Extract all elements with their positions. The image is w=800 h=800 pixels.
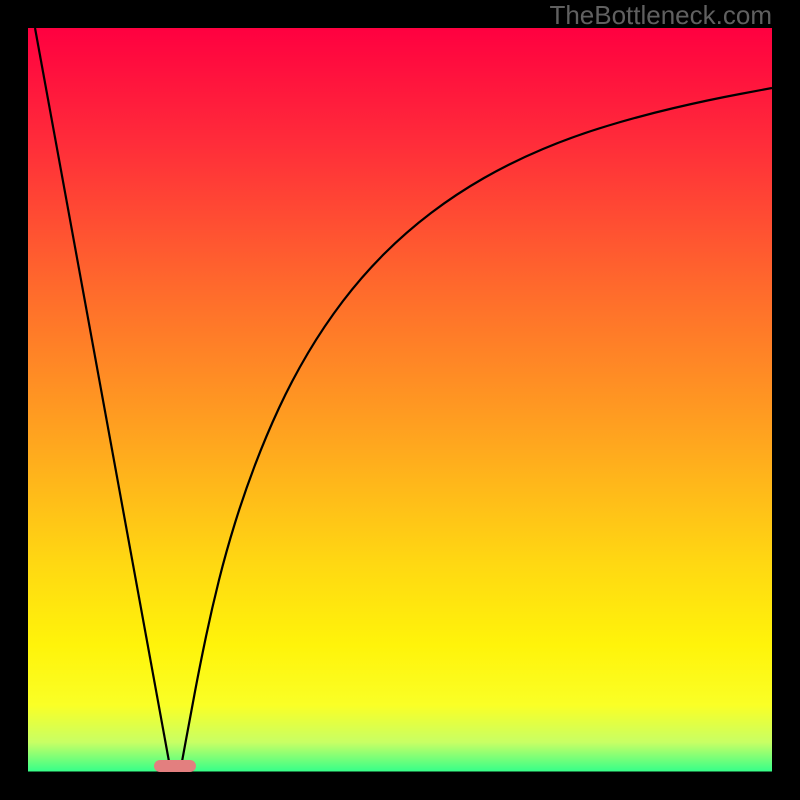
bottleneck-marker	[154, 760, 196, 772]
chart-frame: TheBottleneck.com	[0, 0, 800, 800]
curve-left-segment	[35, 28, 170, 767]
curve-right-segment	[181, 88, 772, 767]
curve-layer	[0, 0, 800, 800]
